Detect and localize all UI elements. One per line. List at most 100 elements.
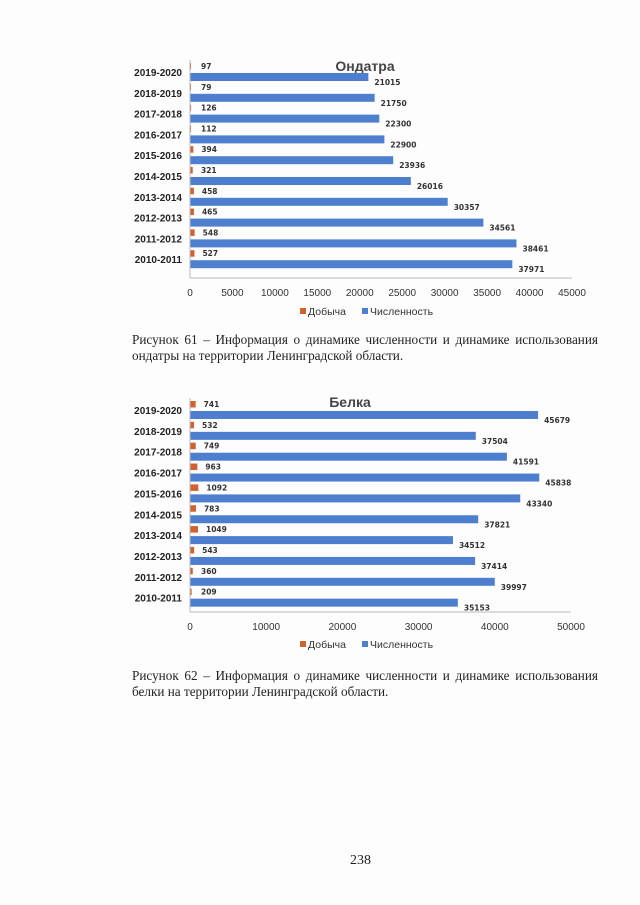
data-label-dobycha: 749 bbox=[204, 442, 220, 451]
data-label-chislennost: 37971 bbox=[518, 265, 544, 274]
bar-chislennost bbox=[190, 260, 513, 269]
bar-chislennost bbox=[190, 197, 448, 206]
data-label-dobycha: 532 bbox=[202, 421, 218, 430]
data-label-chislennost: 34561 bbox=[489, 224, 515, 233]
caption-line: Рисунок 61 – Информация о динамике числе… bbox=[132, 332, 598, 347]
x-tick-label: 40000 bbox=[516, 288, 544, 299]
bar-chislennost bbox=[190, 114, 380, 123]
x-tick-label: 50000 bbox=[557, 622, 585, 633]
category-label: 2013-2014 bbox=[134, 531, 182, 542]
data-label-dobycha: 321 bbox=[201, 166, 217, 175]
data-label-chislennost: 45838 bbox=[545, 479, 571, 488]
bar-chislennost bbox=[190, 473, 540, 482]
category-label: 2010-2011 bbox=[135, 255, 183, 266]
x-tick-label: 0 bbox=[187, 288, 193, 299]
data-label-dobycha: 209 bbox=[201, 588, 217, 597]
x-tick-label: 10000 bbox=[261, 288, 289, 299]
data-label-dobycha: 783 bbox=[204, 504, 220, 513]
x-tick-label: 40000 bbox=[481, 622, 509, 633]
data-label-dobycha: 527 bbox=[202, 249, 218, 258]
caption-line: Рисунок 62 – Информация о динамике числе… bbox=[132, 668, 598, 683]
bar-dobycha bbox=[190, 229, 195, 236]
category-label: 2012-2013 bbox=[134, 552, 182, 563]
legend-swatch-chislennost bbox=[362, 641, 368, 647]
category-label: 2016-2017 bbox=[134, 130, 182, 141]
data-label-chislennost: 37504 bbox=[482, 437, 508, 446]
data-label-chislennost: 23936 bbox=[399, 161, 425, 170]
bar-chislennost bbox=[190, 452, 507, 461]
x-tick-label: 10000 bbox=[252, 622, 280, 633]
category-label: 2019-2020 bbox=[134, 68, 182, 79]
data-label-chislennost: 39997 bbox=[501, 583, 527, 592]
bar-chislennost bbox=[190, 411, 539, 419]
data-label-dobycha: 458 bbox=[202, 187, 218, 196]
data-label-chislennost: 26016 bbox=[417, 182, 443, 191]
bar-dobycha bbox=[190, 187, 194, 195]
data-label-dobycha: 126 bbox=[201, 104, 217, 113]
category-label: 2019-2020 bbox=[134, 406, 182, 417]
data-label-dobycha: 963 bbox=[205, 463, 221, 472]
bar-chislennost bbox=[190, 73, 369, 81]
category-label: 2016-2017 bbox=[134, 469, 182, 480]
x-tick-label: 20000 bbox=[346, 288, 374, 299]
bar-dobycha bbox=[190, 463, 198, 471]
data-label-chislennost: 22300 bbox=[385, 120, 411, 129]
data-label-chislennost: 43340 bbox=[526, 499, 552, 508]
legend-label-chislennost: Численность bbox=[370, 306, 434, 318]
data-label-chislennost: 30357 bbox=[454, 203, 480, 212]
page-number: 238 bbox=[350, 853, 371, 868]
legend-swatch-dobycha bbox=[300, 308, 306, 314]
x-tick-label: 25000 bbox=[388, 288, 416, 299]
data-label-dobycha: 548 bbox=[203, 228, 219, 237]
chart-muskrat: Ондатра 2019-2020 97 21015 2018-2019 79 21750 2… bbox=[134, 58, 586, 318]
bar-dobycha bbox=[190, 546, 195, 554]
x-tick-label: 20000 bbox=[328, 622, 356, 633]
bar-chislennost bbox=[190, 156, 394, 165]
x-tick-label: 15000 bbox=[303, 288, 331, 299]
legend-swatch-chislennost bbox=[362, 308, 368, 314]
bar-chislennost bbox=[190, 218, 484, 227]
bar-chislennost bbox=[190, 239, 517, 248]
bar-chislennost bbox=[190, 494, 521, 503]
data-label-chislennost: 21015 bbox=[374, 78, 400, 87]
bar-chislennost bbox=[190, 431, 476, 440]
bar-dobycha bbox=[190, 442, 196, 450]
caption-line: ондатры на территории Ленинградской обла… bbox=[132, 348, 404, 363]
bar-dobycha bbox=[190, 588, 192, 596]
category-label: 2018-2019 bbox=[134, 89, 182, 100]
data-label-chislennost: 37821 bbox=[484, 520, 510, 529]
data-label-dobycha: 97 bbox=[201, 62, 211, 71]
bar-chislennost bbox=[190, 177, 411, 185]
category-label: 2011-2012 bbox=[135, 234, 183, 245]
x-tick-label: 35000 bbox=[473, 288, 501, 299]
bar-dobycha bbox=[190, 505, 196, 512]
bar-dobycha bbox=[190, 208, 194, 216]
bar-dobycha bbox=[190, 484, 199, 491]
bar-dobycha bbox=[190, 146, 194, 153]
bar-dobycha bbox=[190, 421, 195, 429]
bar-chislennost bbox=[190, 598, 458, 607]
data-label-dobycha: 394 bbox=[201, 145, 217, 154]
x-tick-label: 30000 bbox=[405, 622, 433, 633]
category-label: 2017-2018 bbox=[134, 448, 182, 459]
category-label: 2014-2015 bbox=[134, 510, 182, 521]
category-label: 2010-2011 bbox=[135, 594, 183, 605]
data-label-dobycha: 543 bbox=[202, 546, 218, 555]
category-label: 2013-2014 bbox=[134, 193, 182, 204]
chart-title: Ондатра bbox=[335, 58, 394, 74]
data-label-dobycha: 360 bbox=[201, 567, 217, 576]
bar-chislennost bbox=[190, 135, 385, 144]
legend-label-dobycha: Добыча bbox=[308, 639, 346, 651]
data-label-chislennost: 35153 bbox=[464, 604, 490, 613]
data-label-dobycha: 465 bbox=[202, 208, 218, 217]
caption-line: белки на территории Ленинградской област… bbox=[132, 684, 389, 699]
legend-label-chislennost: Численность bbox=[370, 639, 434, 651]
caption-figure-61: Рисунок 61 – Информация о динамике числе… bbox=[132, 332, 598, 364]
bar-chislennost bbox=[190, 577, 495, 586]
data-label-chislennost: 41591 bbox=[513, 458, 539, 467]
category-label: 2012-2013 bbox=[134, 214, 182, 225]
category-label: 2011-2012 bbox=[135, 573, 183, 584]
data-label-chislennost: 45679 bbox=[544, 416, 570, 425]
data-label-dobycha: 79 bbox=[201, 83, 211, 92]
data-label-dobycha: 1049 bbox=[206, 525, 227, 534]
